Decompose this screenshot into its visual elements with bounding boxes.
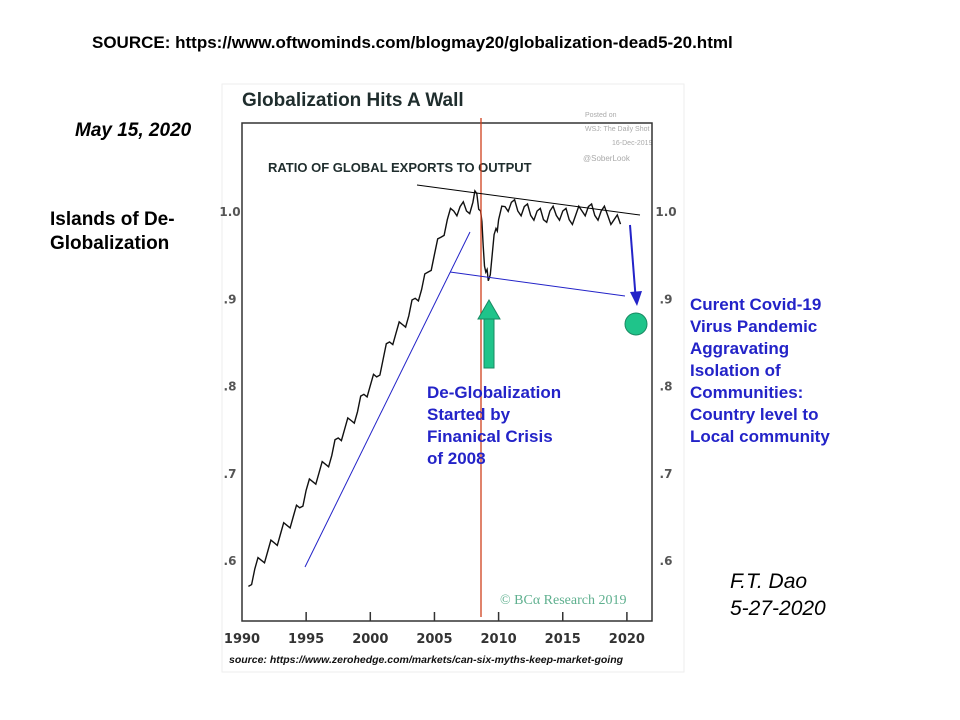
x-tick-label: 1995 bbox=[288, 632, 324, 647]
y-tick-label-left: .7 bbox=[224, 467, 237, 481]
annotation-line: Country level to bbox=[690, 405, 819, 424]
posted-handle: @SoberLook bbox=[583, 154, 631, 163]
annotation-line: Virus Pandemic bbox=[690, 317, 818, 336]
annotation-line: of 2008 bbox=[427, 449, 486, 468]
y-tick-label-right: .6 bbox=[660, 554, 673, 568]
side-title: Islands of De- Globalization bbox=[50, 208, 175, 256]
blue-arrow-icon bbox=[629, 224, 642, 306]
author-name: F.T. Dao bbox=[730, 570, 808, 593]
posted-label: 16-Dec-2019 bbox=[612, 140, 653, 147]
posted-label: Posted on bbox=[585, 112, 617, 119]
footer-source: source: https://www.zerohedge.com/market… bbox=[229, 654, 624, 666]
annotation-covid: Curent Covid-19 Virus Pandemic Aggravati… bbox=[690, 294, 830, 448]
y-tick-label-right: .7 bbox=[660, 467, 673, 481]
author-date: 5-27-2020 bbox=[730, 597, 826, 620]
annotation-line: Curent Covid-19 bbox=[690, 295, 822, 314]
y-tick-label-right: 1.0 bbox=[655, 205, 676, 219]
chart-subtitle: RATIO OF GLOBAL EXPORTS TO OUTPUT bbox=[268, 160, 532, 175]
annotation-line: Aggravating bbox=[690, 339, 790, 358]
annotation-line: Started by bbox=[427, 405, 511, 424]
trend-line-growth bbox=[304, 231, 471, 568]
series-line bbox=[248, 189, 622, 588]
plot-frame bbox=[241, 122, 653, 622]
x-tick-label: 2005 bbox=[416, 632, 452, 647]
annotation-line: Isolation of bbox=[690, 361, 781, 380]
x-tick-label: 2020 bbox=[609, 632, 645, 647]
x-tick-label: 2010 bbox=[481, 632, 517, 647]
annotation-crisis: De-Globalization Started by Finanical Cr… bbox=[427, 382, 561, 470]
posted-label: WSJ: The Daily Shot bbox=[585, 126, 650, 133]
x-tick-label: 2000 bbox=[352, 632, 388, 647]
y-tick-label-right: .9 bbox=[660, 292, 673, 306]
side-title-line: Islands of De- bbox=[50, 209, 175, 230]
annotation-line: De-Globalization bbox=[427, 383, 562, 402]
y-tick-label-left: .6 bbox=[224, 554, 237, 568]
y-tick-label-left: .8 bbox=[224, 380, 237, 394]
trend-line-decline bbox=[449, 271, 626, 297]
green-dot-icon bbox=[624, 312, 648, 336]
annotation-line: Communities: bbox=[690, 383, 804, 402]
annotation-line: Finanical Crisis bbox=[427, 427, 553, 446]
annotation-line: Local community bbox=[690, 427, 830, 446]
green-up-arrow-icon bbox=[477, 299, 501, 369]
x-tick-label: 1990 bbox=[224, 632, 260, 647]
y-tick-label-left: 1.0 bbox=[219, 205, 240, 219]
y-tick-label-left: .9 bbox=[224, 292, 237, 306]
y-tick-label-right: .8 bbox=[660, 380, 673, 394]
chart-title: Globalization Hits A Wall bbox=[242, 90, 464, 111]
x-tick-label: 2015 bbox=[545, 632, 581, 647]
side-title-line: Globalization bbox=[50, 233, 170, 254]
author-signature: F.T. Dao 5-27-2020 bbox=[730, 568, 826, 622]
date-label: May 15, 2020 bbox=[75, 120, 192, 141]
source-header: SOURCE: https://www.oftwominds.com/blogm… bbox=[92, 33, 733, 52]
bca-credit: © BCα Research 2019 bbox=[500, 593, 626, 608]
trend-line-top bbox=[416, 184, 641, 216]
chart-panel bbox=[221, 83, 685, 673]
